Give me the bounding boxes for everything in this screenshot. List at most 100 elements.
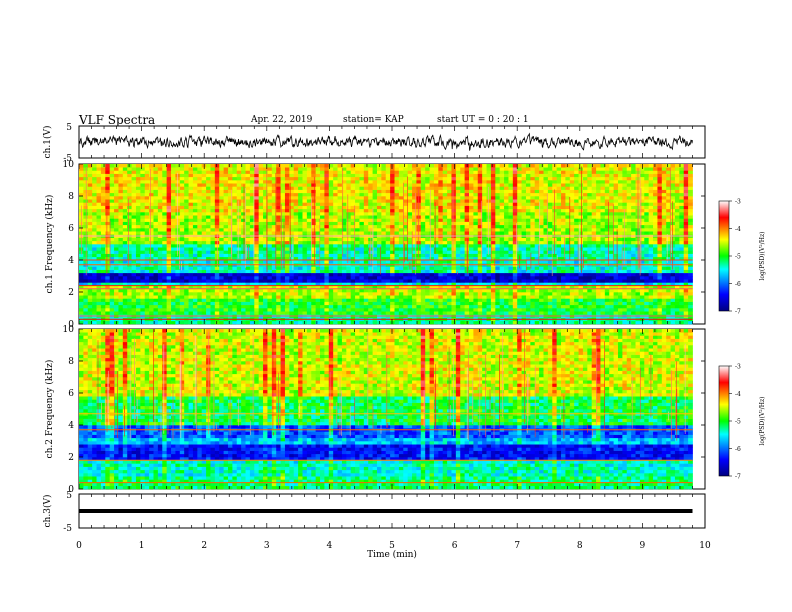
spectrogram-cell [127,301,132,306]
spectrogram-cell [653,272,658,277]
spectrogram-cell [79,276,84,280]
spectrogram-cell [490,260,496,264]
spectrogram-cell [425,228,430,232]
spectrogram-cell [341,260,347,264]
spectrogram-cell [412,228,417,232]
spectrogram-cell [223,276,229,280]
spectrogram-cell [206,250,211,254]
spectrogram-cell [337,260,343,264]
spectrogram-cell [157,304,163,309]
spectrogram-cell [631,285,636,290]
spectrogram-cell [552,292,558,296]
spectrogram-cell [162,292,168,296]
spectrogram-cell [210,298,216,302]
spectrogram-cell [315,272,321,277]
spectrogram-cell [214,276,220,280]
spectrogram-cell [206,253,211,258]
spectrogram-cell [135,298,141,302]
spectrogram-cell [372,215,378,219]
spectrogram-cell [622,311,628,315]
spectrogram-cell [587,288,593,293]
spectrogram-cell [192,256,198,261]
spectrogram-cell [670,228,676,232]
spectrogram-cell [631,215,636,219]
spectrogram-cell [192,253,198,258]
spectrogram-cell [407,308,413,312]
spectrogram-cell [661,320,667,325]
spectrogram-cell [460,292,466,296]
spectrogram-cell [679,215,685,219]
spectrogram-cell [188,292,194,296]
spectrogram-cell [582,272,588,277]
spectrogram-cell [679,295,685,299]
spectrogram-cell [87,295,93,299]
spectrogram-cell [206,224,211,229]
spectrogram-cell [596,298,601,302]
spectrogram-cell [447,237,452,242]
spectrogram-cell [688,228,693,232]
spectrogram-cell [596,260,601,264]
spectrogram-cell [341,279,347,283]
spectrogram-cell [223,260,229,264]
spectrogram-cell [171,308,176,312]
spectrogram-cell [372,231,378,235]
spectrogram-cell [135,272,141,277]
spectrogram-cell [587,256,593,261]
spectrogram-cell [543,221,549,226]
spectrogram-cell [206,256,211,261]
spectrogram-cell [105,256,111,261]
spectrogram-cell [83,212,89,216]
spectrogram-cell [333,288,338,293]
spectrogram-cell [661,269,667,274]
spectrogram-cell [578,272,584,277]
spectrogram-cell [508,215,514,219]
spectrogram-cell [83,215,89,219]
spectrogram-cell [157,260,163,264]
spectrogram-cell [482,253,487,258]
spectrogram-cell [249,288,255,293]
spectrogram-cell [258,295,264,299]
spectrogram-cell [403,308,409,312]
spectrogram-cell [122,250,128,254]
spectrogram-cell [175,301,181,306]
spectrogram-cell [289,247,295,251]
spectrogram-cell [289,256,295,261]
spectrogram-cell [486,292,492,296]
spectrogram-cell [433,215,439,219]
spectrogram-cell [324,224,330,229]
spectrogram-cell [289,215,295,219]
spectrogram-cell [258,304,264,309]
spectrogram-cell [179,240,185,245]
spectrogram-cell [109,320,115,325]
spectrogram-cell [674,215,680,219]
spectrogram-cell [512,244,518,248]
spectrogram-cell [539,295,544,299]
spectrogram-cell [171,208,176,213]
spectrogram-cell [372,237,378,242]
spectrogram-cell [359,295,365,299]
spectrogram-cell [118,308,124,312]
spectrogram-cell [372,298,378,302]
spectrogram-cell [328,260,334,264]
spectrogram-cell [639,295,645,299]
spectrogram-cell [157,320,163,325]
spectrogram-cell [350,224,356,229]
spectrogram-cell [565,215,571,219]
spectrogram-cell [451,288,457,293]
spectrogram-cell [232,221,238,226]
spectrogram-cell [197,285,203,290]
spectrogram-cell [118,292,124,296]
spectrogram-cell [92,266,97,270]
spectrogram-cell [333,279,338,283]
spectrogram-cell [320,269,325,274]
spectrogram-cell [425,292,430,296]
spectrogram-cell [311,301,317,306]
spectrogram-cell [547,253,553,258]
spectrogram-cell [569,260,575,264]
spectrogram-cell [337,224,343,229]
spectrogram-cell [114,208,119,213]
spectrogram-cell [574,237,579,242]
spectrogram-cell [552,304,558,309]
spectrogram-cell [298,298,303,302]
spectrogram-cell [398,221,404,226]
